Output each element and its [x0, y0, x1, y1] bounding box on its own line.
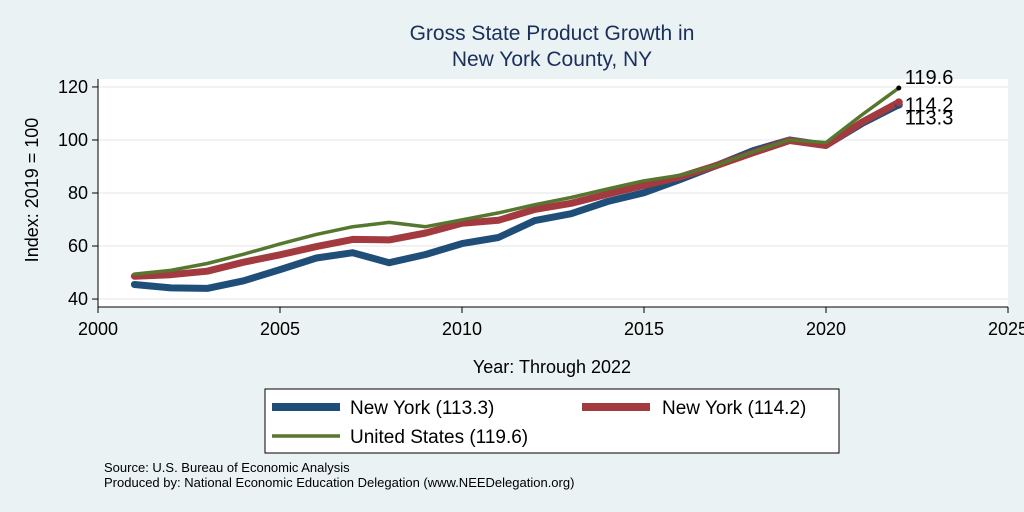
legend-label-3: United States (119.6) — [350, 427, 528, 448]
x-tick-label-2015: 2015 — [624, 319, 664, 339]
axes: 40 60 80 100 120 2000 2005 2010 2015 2020 2025 — [58, 77, 1024, 339]
end-marker-2 — [894, 98, 903, 107]
x-tick-label-2020: 2020 — [806, 319, 846, 339]
chart-title-line-2: New York County, NY — [452, 48, 652, 71]
chart-title-line-1: Gross State Product Growth in — [410, 22, 695, 45]
legend-label-1: New York (113.3) — [350, 398, 494, 419]
x-tick-label-2000: 2000 — [78, 319, 118, 339]
series-line-3 — [132, 86, 901, 276]
y-tick-label-120: 120 — [58, 77, 88, 97]
series-lines — [130, 86, 903, 292]
y-tick-label-40: 40 — [68, 289, 88, 309]
source-note: Source: U.S. Bureau of Economic Analysis — [104, 460, 350, 475]
grid-lines — [98, 86, 1008, 300]
x-tick-label-2010: 2010 — [442, 319, 482, 339]
legend: New York (113.3) New York (114.2) United S… — [272, 398, 806, 448]
y-tick-label-60: 60 — [68, 236, 88, 256]
x-tick-label-2005: 2005 — [260, 319, 300, 339]
y-tick-label-80: 80 — [68, 183, 88, 203]
x-tick-label-2025: 2025 — [988, 319, 1024, 339]
legend-box — [264, 388, 840, 454]
end-marker-3 — [896, 85, 902, 91]
produced-note: Produced by: National Economic Education… — [104, 475, 574, 490]
legend-label-2: New York (114.2) — [662, 398, 806, 419]
x-axis-title: Year: Through 2022 — [473, 357, 631, 377]
end-label-3: 119.6 — [905, 67, 954, 89]
end-markers — [894, 85, 903, 109]
y-tick-label-100: 100 — [58, 130, 88, 150]
end-label-2: 114.2 — [905, 94, 954, 116]
end-label-1: 113.3 — [905, 108, 954, 130]
y-axis-title: Index: 2019 = 100 — [22, 118, 42, 263]
